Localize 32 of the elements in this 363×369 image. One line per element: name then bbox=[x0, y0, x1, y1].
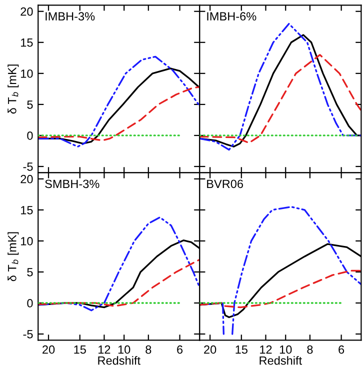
x-tick-label: 10 bbox=[118, 345, 130, 354]
x-tick-label: 8 bbox=[146, 345, 152, 354]
x-tick-label: 6 bbox=[177, 345, 183, 354]
x-axis-title: Redshift bbox=[260, 356, 302, 365]
x-tick-label: 10 bbox=[280, 345, 292, 354]
x-axis-title: Redshift bbox=[98, 356, 140, 365]
chart-title: BVR06 bbox=[207, 180, 243, 188]
x-tick-label: 12 bbox=[98, 345, 110, 354]
x-tick-label: 12 bbox=[260, 345, 272, 354]
y-tick-label: 20 bbox=[20, 7, 33, 16]
x-tick-label: 20 bbox=[42, 345, 55, 354]
y-tick-label: 10 bbox=[21, 69, 33, 78]
y-tick-label: 5 bbox=[27, 268, 33, 276]
chart-title: IMBH-3% bbox=[46, 12, 95, 21]
chart-title: SMBH-3% bbox=[45, 180, 100, 188]
y-tick-label: 5 bbox=[27, 100, 33, 109]
x-tick-label: 20 bbox=[204, 345, 216, 354]
x-tick-label: 8 bbox=[307, 345, 313, 354]
y-tick-label: 20 bbox=[20, 174, 33, 184]
y-axis-title: δ T$_{b}$ [mK] bbox=[8, 64, 19, 114]
x-tick-label: 6 bbox=[338, 345, 344, 354]
x-tick-label: 15 bbox=[74, 346, 86, 354]
y-tick-label: 15 bbox=[21, 38, 33, 47]
y-axis-title: δ T$_{b}$ [mK] bbox=[8, 232, 19, 282]
x-tick-label: 15 bbox=[236, 346, 248, 354]
y-tick-label: -5 bbox=[23, 330, 33, 338]
y-tick-label: 0 bbox=[27, 299, 33, 308]
y-tick-label: 15 bbox=[21, 206, 33, 214]
y-tick-label: -5 bbox=[23, 162, 33, 171]
y-tick-label: 0 bbox=[27, 132, 33, 140]
y-tick-label: 10 bbox=[21, 236, 33, 246]
chart-title: IMBH-6% bbox=[207, 12, 256, 21]
